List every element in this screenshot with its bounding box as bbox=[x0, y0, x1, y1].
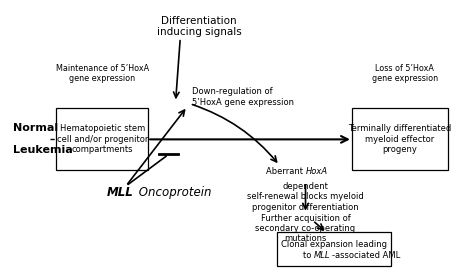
Text: Loss of 5’HoxA
gene expression: Loss of 5’HoxA gene expression bbox=[372, 64, 438, 83]
Text: Maintenance of 5’HoxA
gene expression: Maintenance of 5’HoxA gene expression bbox=[56, 64, 149, 83]
Text: -associated AML: -associated AML bbox=[331, 251, 400, 260]
Text: Oncoprotein: Oncoprotein bbox=[136, 186, 212, 200]
Text: dependent
self-renewal blocks myeloid
progenitor differentiation: dependent self-renewal blocks myeloid pr… bbox=[247, 182, 364, 212]
FancyBboxPatch shape bbox=[352, 108, 448, 170]
Text: Down-regulation of
5’HoxA gene expression: Down-regulation of 5’HoxA gene expressio… bbox=[192, 87, 294, 107]
Text: Further acquisition of
secondary co-operating
mutations: Further acquisition of secondary co-oper… bbox=[255, 214, 356, 243]
Text: Terminally differentiated
myeloid effector
progeny: Terminally differentiated myeloid effect… bbox=[348, 124, 452, 154]
Text: Hematopoietic stem
cell and/or progenitor
compartments: Hematopoietic stem cell and/or progenito… bbox=[56, 124, 148, 154]
Text: MLL: MLL bbox=[106, 186, 133, 200]
FancyBboxPatch shape bbox=[277, 232, 391, 266]
Text: Clonal expansion leading: Clonal expansion leading bbox=[281, 240, 387, 249]
Text: Leukemia: Leukemia bbox=[12, 145, 72, 155]
Text: MLL: MLL bbox=[314, 251, 330, 260]
Text: Differentiation
inducing signals: Differentiation inducing signals bbox=[157, 16, 242, 38]
FancyBboxPatch shape bbox=[56, 108, 148, 170]
Text: Normal: Normal bbox=[12, 123, 58, 133]
Text: HoxA: HoxA bbox=[306, 167, 328, 176]
Text: to: to bbox=[303, 251, 314, 260]
Text: Aberrant: Aberrant bbox=[266, 167, 306, 176]
